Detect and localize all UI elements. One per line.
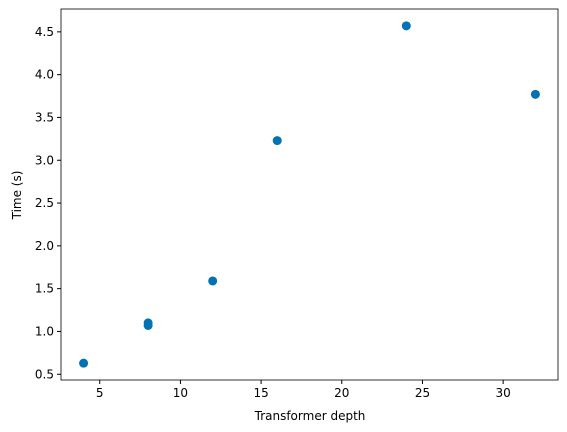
plot-frame	[60, 8, 559, 381]
point	[530, 89, 540, 99]
point	[79, 358, 89, 368]
y-tick-label: 3.0	[35, 153, 54, 167]
point	[272, 136, 282, 146]
x-tick-label: 5	[96, 386, 104, 400]
y-tick-label: 2.0	[35, 239, 54, 253]
point	[143, 320, 153, 330]
y-tick-label: 2.5	[35, 196, 54, 210]
y-axis-label: Time (s)	[10, 171, 24, 221]
point	[401, 21, 411, 31]
y-tick-label: 0.5	[35, 367, 54, 381]
x-tick-label: 15	[253, 386, 268, 400]
y-tick-label: 3.5	[35, 110, 54, 124]
point	[208, 276, 218, 286]
x-tick-label: 30	[495, 386, 510, 400]
x-tick-label: 25	[415, 386, 430, 400]
x-axis-label: Transformer depth	[254, 409, 366, 423]
y-tick-label: 4.5	[35, 25, 54, 39]
y-tick-label: 1.5	[35, 282, 54, 296]
x-tick-label: 10	[173, 386, 188, 400]
x-tick-label: 20	[334, 386, 349, 400]
y-tick-label: 1.0	[35, 324, 54, 338]
y-tick-label: 4.0	[35, 68, 54, 82]
